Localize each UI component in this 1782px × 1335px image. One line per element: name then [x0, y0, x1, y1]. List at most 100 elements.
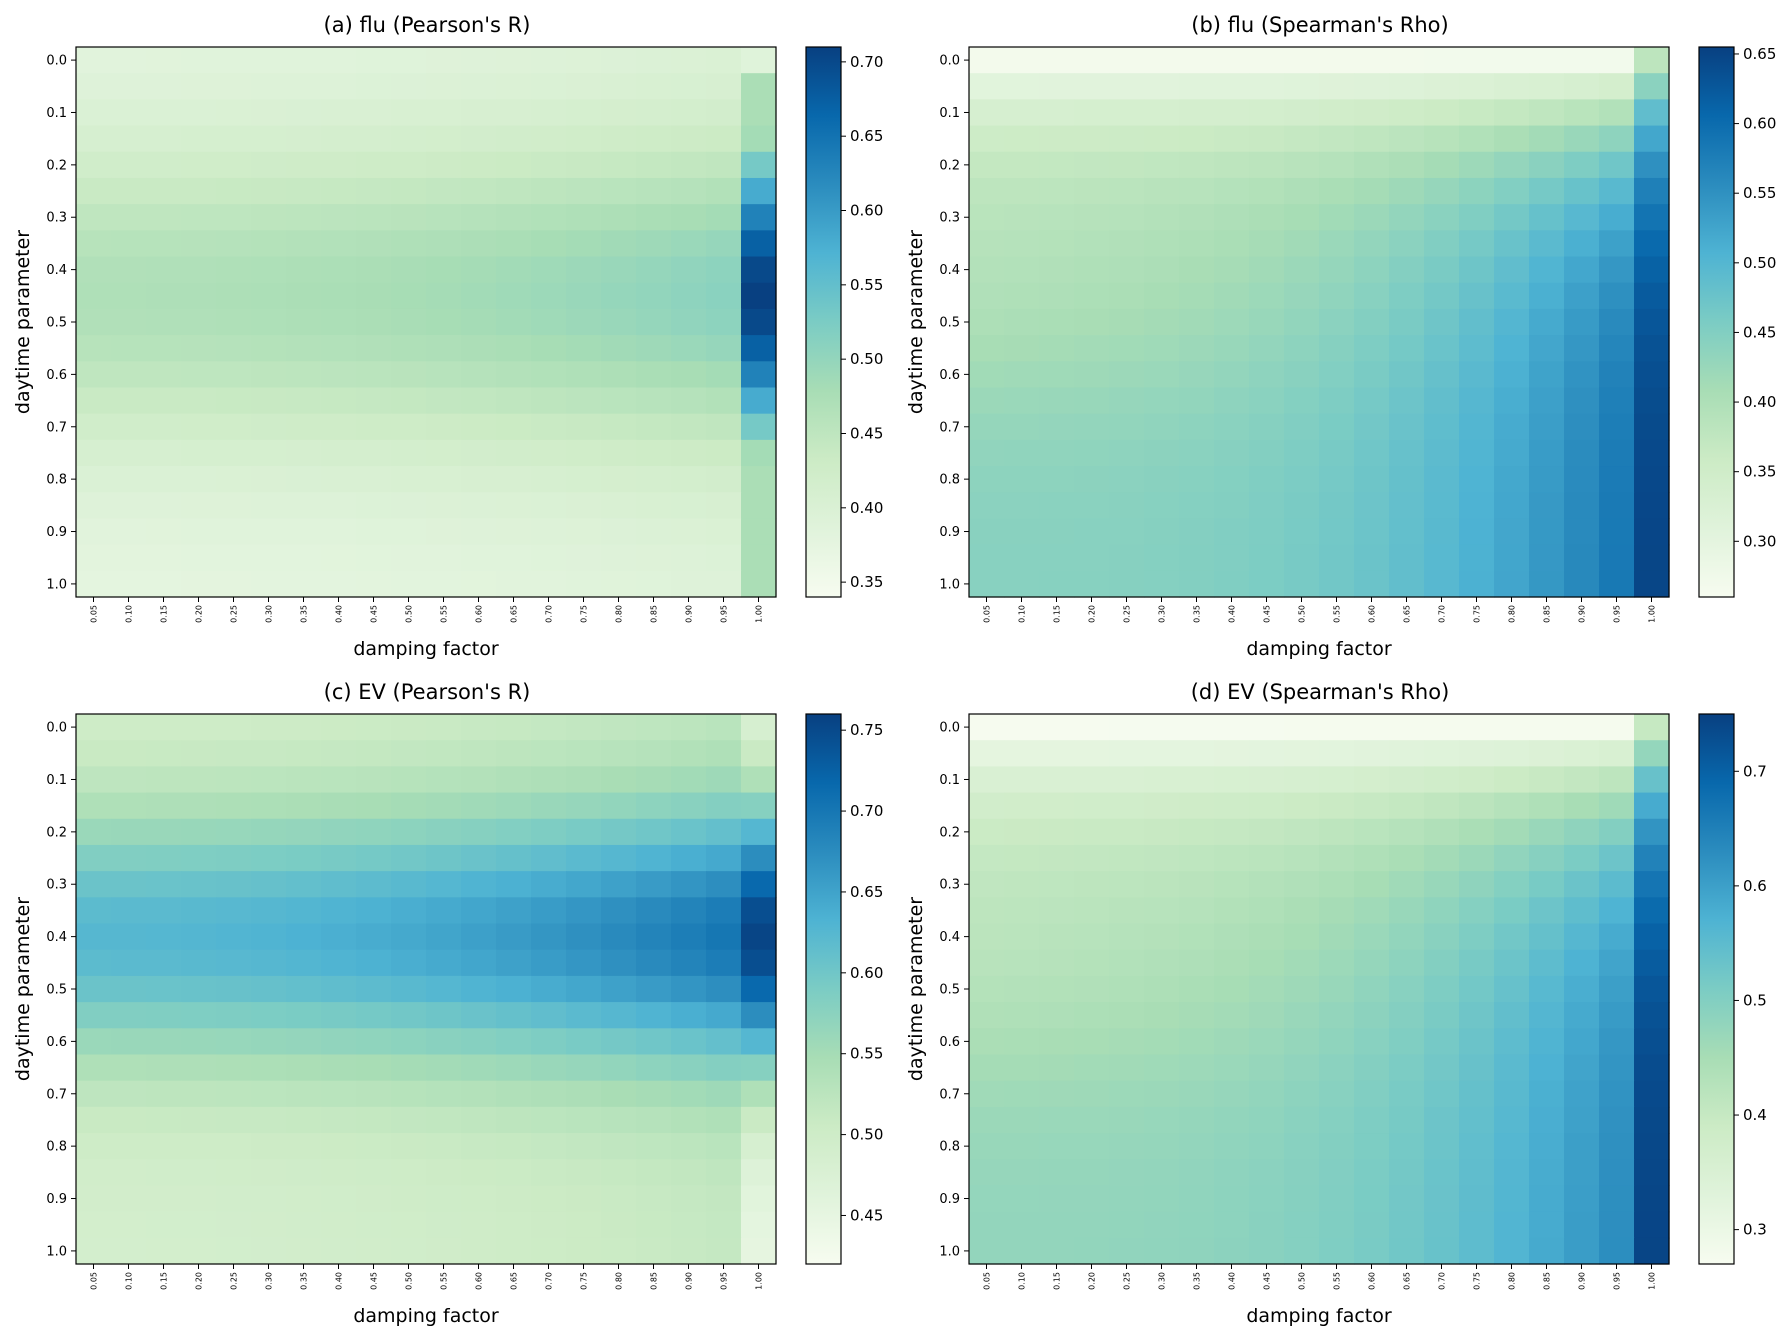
x-tick-label: 0.10 — [1018, 605, 1027, 623]
heatmap-cell — [1179, 492, 1215, 520]
heatmap-cell — [356, 1002, 392, 1029]
y-tick-label: 1.0 — [939, 577, 960, 592]
heatmap-cell — [741, 361, 777, 389]
heatmap-cell — [461, 177, 497, 205]
heatmap-cell — [1284, 492, 1320, 520]
heatmap-cell — [1564, 361, 1600, 389]
y-ticks-b: 0.00.10.20.30.40.50.60.70.80.91.0 — [939, 54, 969, 592]
heatmap-cell — [1074, 1185, 1110, 1213]
heatmap-cell — [111, 466, 147, 493]
heatmap-cell — [1039, 518, 1075, 546]
heatmap-cell — [1214, 361, 1250, 389]
heatmap-cell — [636, 1028, 672, 1056]
heatmap-cell — [496, 361, 532, 389]
heatmap-cell — [461, 1185, 497, 1213]
heatmap-cell — [1459, 47, 1495, 74]
heatmap-cell — [1039, 1133, 1075, 1160]
heatmap-cell — [111, 204, 147, 231]
x-tick-label: 1.00 — [755, 1272, 764, 1290]
y-tick-label: 0.8 — [939, 1140, 960, 1155]
heatmap-cell — [1529, 1028, 1565, 1056]
heatmap-cell — [601, 740, 637, 767]
heatmap-cell — [461, 1054, 497, 1082]
heatmap-cell — [1039, 308, 1075, 336]
heatmap-cell — [531, 1133, 567, 1160]
heatmap-cell — [601, 230, 637, 258]
heatmap-cell — [181, 1211, 217, 1239]
heatmap-cell — [216, 975, 252, 1003]
heatmap-cell — [286, 570, 322, 598]
heatmap-cell — [391, 975, 427, 1003]
heatmap-cell — [1494, 1211, 1530, 1239]
heatmap-cell — [1214, 1237, 1250, 1265]
heatmap-cell — [111, 177, 147, 205]
heatmap-cell — [1144, 47, 1180, 74]
heatmap-cell — [969, 256, 1005, 284]
heatmap-cell — [286, 47, 322, 74]
heatmap-cell — [1144, 387, 1180, 415]
heatmap-cell — [1424, 466, 1460, 493]
heatmap-cell — [1494, 387, 1530, 415]
heatmap-cell — [969, 335, 1005, 362]
heatmap-cell — [1494, 1159, 1530, 1187]
heatmap-cell — [1459, 1185, 1495, 1213]
y-tick-label: 0.5 — [46, 316, 67, 331]
heatmap-cell — [706, 125, 742, 153]
heatmap-cell — [1529, 844, 1565, 872]
heatmap-cell — [566, 1002, 602, 1029]
heatmap-cell — [741, 1211, 777, 1239]
heatmap-cell — [76, 256, 112, 284]
heatmap-cell — [1284, 47, 1320, 74]
heatmap-cell — [1109, 73, 1145, 100]
heatmap-cell — [1459, 714, 1495, 741]
heatmap-cell — [391, 1133, 427, 1160]
heatmap-cell — [1284, 282, 1320, 310]
heatmap-cell — [1179, 871, 1215, 898]
heatmap-cell — [1354, 897, 1390, 925]
heatmap-cell — [1284, 570, 1320, 598]
heatmap-cell — [461, 125, 497, 153]
heatmap-cell — [1179, 47, 1215, 74]
heatmap-cell — [1599, 177, 1635, 205]
heatmap-cell — [1319, 125, 1355, 153]
heatmap-cell — [286, 949, 322, 977]
heatmap-cell — [566, 1028, 602, 1056]
heatmap-cell — [1039, 387, 1075, 415]
heatmap-cell — [1004, 766, 1040, 794]
heatmap-cell — [1529, 949, 1565, 977]
heatmap-cell — [671, 47, 707, 74]
heatmap-cell — [969, 73, 1005, 100]
heatmap-cell — [216, 73, 252, 100]
heatmap-cell — [1494, 975, 1530, 1003]
heatmap-cell — [426, 1054, 462, 1082]
heatmap-cell — [671, 308, 707, 336]
heatmap-cell — [1179, 361, 1215, 389]
heatmap-cell — [671, 1159, 707, 1187]
heatmap-cell — [321, 570, 357, 598]
heatmap-cell — [1599, 1002, 1635, 1029]
heatmap-cell — [496, 1106, 532, 1134]
heatmap-cell — [1179, 544, 1215, 572]
heatmap-cell — [1144, 792, 1180, 820]
heatmap-cell — [969, 871, 1005, 898]
heatmap-cell — [531, 256, 567, 284]
heatmap-cell — [1004, 439, 1040, 467]
heatmap-cell — [1144, 1080, 1180, 1108]
heatmap-cell — [1074, 544, 1110, 572]
heatmap-cell — [636, 871, 672, 898]
heatmap-cell — [636, 975, 672, 1003]
heatmap-cell — [251, 1106, 287, 1134]
heatmap-cell — [1599, 466, 1635, 493]
x-tick-label: 0.20 — [1088, 605, 1097, 623]
heatmap-cell — [1599, 335, 1635, 362]
heatmap-cell — [566, 1080, 602, 1108]
heatmap-cell — [321, 439, 357, 467]
heatmap-cell — [181, 492, 217, 520]
heatmap-cell — [76, 714, 112, 741]
heatmap-cell — [706, 1185, 742, 1213]
heatmap-cell — [1599, 99, 1635, 127]
heatmap-cell — [1634, 1054, 1670, 1082]
heatmap-cell — [1319, 1028, 1355, 1056]
heatmap-cell — [531, 518, 567, 546]
heatmap-cell — [1004, 792, 1040, 820]
